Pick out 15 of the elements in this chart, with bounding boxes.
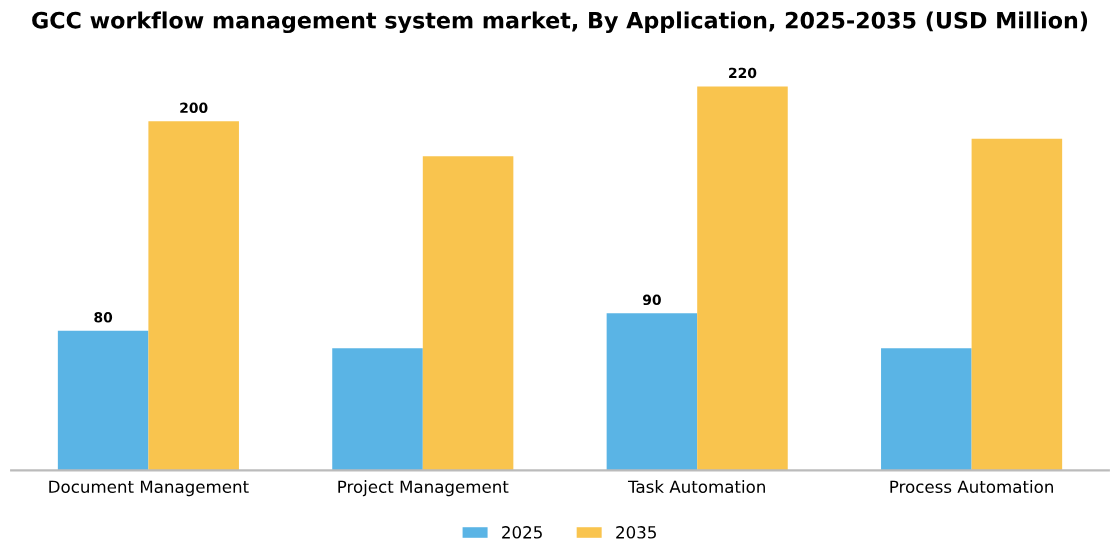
x-tick-label: Task Automation (627, 480, 765, 494)
bar (697, 86, 788, 471)
bar (971, 138, 1063, 471)
legend-label: 2025 (502, 526, 542, 539)
bar (606, 313, 698, 471)
legend-label: 2035 (616, 526, 656, 539)
x-tick-label: Project Management (338, 480, 509, 497)
bar (57, 330, 149, 471)
bar (422, 156, 514, 471)
bar (148, 121, 239, 471)
chart-title: GCC workflow management system market, By Application, 2025-2035 (USD Million) (32, 11, 1088, 34)
x-tick-label: Document Management (49, 480, 249, 497)
x-tick-label: Process Automation (890, 480, 1053, 494)
bar (881, 348, 972, 471)
bar (332, 348, 423, 471)
